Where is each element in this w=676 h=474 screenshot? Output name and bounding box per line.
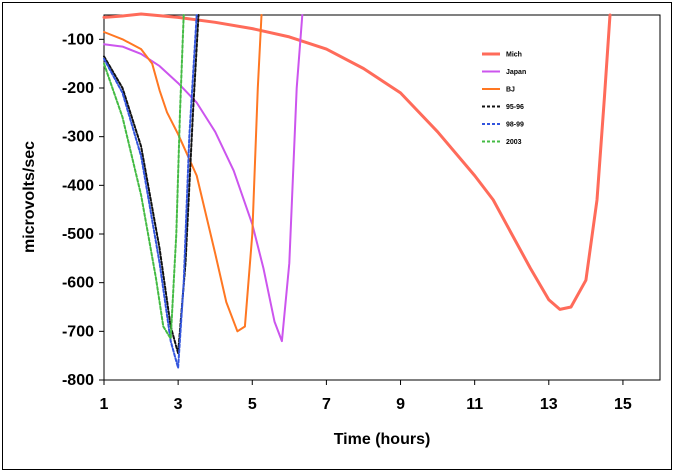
legend-label: BJ — [506, 87, 515, 94]
x-tick-label: 15 — [614, 396, 632, 413]
y-tick-label: -200 — [62, 80, 94, 97]
x-tick-label: 5 — [248, 396, 257, 413]
y-tick-label: -800 — [62, 372, 94, 389]
legend-label: Japan — [506, 69, 526, 76]
plot-area — [103, 14, 661, 381]
x-axis-title: Time (hours) — [334, 431, 431, 448]
y-tick-label: -300 — [62, 129, 94, 146]
y-tick-label: -400 — [62, 177, 94, 194]
legend-label: 98-99 — [506, 122, 524, 129]
y-tick-label: -600 — [62, 275, 94, 292]
y-tick-label: -500 — [62, 226, 94, 243]
legend-label: Mich — [506, 52, 522, 59]
y-tick-label: -700 — [62, 323, 94, 340]
legend-label: 95-96 — [506, 104, 524, 111]
x-tick-label: 11 — [466, 396, 483, 413]
series-layer — [102, 12, 612, 369]
x-tick-label: 9 — [396, 396, 405, 413]
series-line-bj — [103, 14, 263, 333]
series-line-98-99 — [103, 14, 198, 369]
y-axis-title: microvolts/sec — [21, 141, 38, 253]
series-line-2003 — [103, 14, 185, 340]
legend-label: 2003 — [506, 139, 522, 146]
legend: Mich Japan BJ 95-96 98-99 2003 — [482, 52, 526, 146]
x-tick-label: 3 — [174, 396, 183, 413]
x-tick-label: 1 — [100, 396, 109, 413]
y-tick-label: -100 — [62, 31, 94, 48]
x-tick-label: 13 — [540, 396, 558, 413]
x-tick-label: 7 — [322, 396, 331, 413]
